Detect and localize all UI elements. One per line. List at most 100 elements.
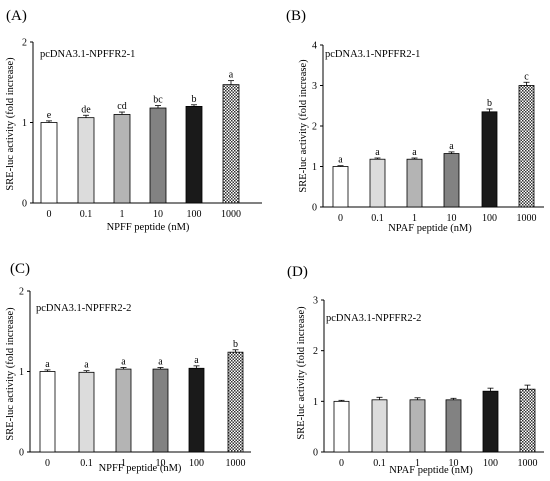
panel-d-xlabel: NPAF peptide (nM)	[389, 465, 473, 476]
significance-letter: de	[81, 104, 91, 115]
y-tick-label: 1	[313, 397, 318, 408]
panel-d-label: (D)	[287, 264, 308, 280]
bar	[519, 388, 536, 453]
bar	[371, 399, 388, 453]
x-tick-label: 0	[47, 209, 52, 220]
y-tick-label: 0	[22, 199, 27, 210]
y-tick-label: 1	[312, 162, 317, 173]
bar	[518, 85, 535, 208]
significance-letter: a	[45, 359, 50, 370]
significance-letter: a	[449, 141, 454, 152]
bar	[115, 368, 132, 453]
y-tick-label: 2	[312, 122, 317, 133]
bar	[443, 153, 460, 208]
significance-letter: a	[229, 70, 234, 81]
bar	[333, 400, 350, 453]
y-tick-label: 4	[312, 41, 317, 52]
panel-c-label: (C)	[10, 261, 30, 277]
panel-d-plot: 0 1 2 3 0 0.1 1 10 100 1000	[313, 296, 544, 469]
panel-b-ylabel: SRE-luc activity (fold increase)	[298, 59, 309, 193]
y-tick-label: 1	[19, 367, 24, 378]
panel-d-ylabel: SRE-luc activity (fold increase)	[296, 306, 307, 440]
significance-letter: e	[47, 110, 52, 121]
panel-a-label: (A)	[6, 8, 27, 24]
y-tick-label: 3	[312, 81, 317, 92]
x-tick-label: 1	[121, 458, 126, 469]
x-tick-label: 0	[45, 458, 50, 469]
panel-b-xlabel: NPAF peptide (nM)	[388, 223, 472, 234]
significance-letter: a	[84, 360, 89, 371]
bar	[152, 368, 169, 453]
x-tick-label: 0.1	[373, 458, 386, 469]
x-tick-label: 1	[120, 209, 125, 220]
significance-letter: cd	[117, 101, 126, 112]
bar	[445, 399, 462, 453]
x-tick-label: 100	[483, 458, 498, 469]
x-tick-label: 100	[189, 458, 204, 469]
bar	[149, 107, 167, 204]
panel-a-ylabel: SRE-luc activity (fold increase)	[5, 57, 16, 191]
bar	[482, 390, 499, 453]
bar	[185, 106, 203, 204]
panel-c-ylabel: SRE-luc activity (fold increase)	[5, 307, 16, 441]
panel-b-plot: 0 1 2 3 4 a 0 a 0.1 a 1 a 10 b 100 c 1000	[312, 41, 544, 224]
x-tick-label: 10	[447, 213, 457, 224]
bar	[78, 371, 95, 453]
x-tick-label: 1000	[518, 458, 538, 469]
y-tick-label: 2	[313, 346, 318, 357]
x-tick-label: 1000	[226, 458, 246, 469]
y-tick-label: 3	[313, 296, 318, 307]
panel-a-plot: 0 1 2 e 0 de 0.1 cd 1 bc 10 b 100 a 1000	[22, 38, 262, 220]
bar	[77, 117, 95, 204]
significance-letter: c	[524, 71, 529, 82]
significance-letter: bc	[153, 95, 163, 106]
x-tick-label: 0	[339, 458, 344, 469]
significance-letter: a	[158, 356, 163, 367]
significance-letter: a	[194, 355, 199, 366]
panel-c-plot: 0 1 2 a 0 a 0.1 a 1 a 10 a 100 b 1000	[19, 287, 251, 469]
panel-b: (B) pcDNA3.1-NPFFR2-1 SRE-luc activity (…	[286, 8, 544, 234]
panel-c-xlabel: NPFF peptide (nM)	[99, 463, 182, 474]
x-tick-label: 0.1	[80, 458, 93, 469]
significance-letter: b	[233, 339, 238, 350]
panel-a: (A) pcDNA3.1-NPFFR2-1 SRE-luc activity (…	[5, 8, 262, 233]
bar	[406, 158, 423, 208]
significance-letter: a	[338, 155, 343, 166]
x-tick-label: 1000	[517, 213, 537, 224]
significance-letter: b	[487, 98, 492, 109]
panel-d: (D) pcDNA3.1-NPFFR2-2 SRE-luc activity (…	[287, 264, 544, 476]
y-tick-label: 2	[22, 38, 27, 49]
significance-letter: b	[192, 94, 197, 105]
bar	[40, 122, 58, 204]
panel-c-title: pcDNA3.1-NPFFR2-2	[36, 303, 131, 314]
bar	[227, 351, 244, 453]
bar	[39, 371, 56, 453]
bar	[222, 84, 240, 204]
bar	[369, 158, 386, 208]
x-tick-label: 1	[412, 213, 417, 224]
significance-letter: a	[375, 147, 380, 158]
panel-a-title: pcDNA3.1-NPFFR2-1	[40, 49, 135, 60]
y-tick-label: 1	[22, 118, 27, 129]
bar	[481, 111, 498, 208]
panel-c: (C) pcDNA3.1-NPFFR2-2 SRE-luc activity (…	[5, 261, 251, 474]
bar	[188, 367, 205, 453]
bar	[409, 399, 426, 453]
x-tick-label: 0.1	[371, 213, 384, 224]
x-tick-label: 100	[187, 209, 202, 220]
x-tick-label: 1000	[221, 209, 241, 220]
y-tick-label: 2	[19, 287, 24, 298]
panel-d-title: pcDNA3.1-NPFFR2-2	[326, 313, 421, 324]
y-tick-label: 0	[312, 203, 317, 214]
bar	[332, 166, 349, 208]
y-tick-label: 0	[313, 448, 318, 459]
x-tick-label: 10	[153, 209, 163, 220]
x-tick-label: 0.1	[80, 209, 93, 220]
y-tick-label: 0	[19, 448, 24, 459]
x-tick-label: 10	[156, 458, 166, 469]
significance-letter: a	[121, 356, 126, 367]
panel-a-xlabel: NPFF peptide (nM)	[107, 222, 190, 233]
x-tick-label: 100	[482, 213, 497, 224]
significance-letter: a	[412, 147, 417, 158]
